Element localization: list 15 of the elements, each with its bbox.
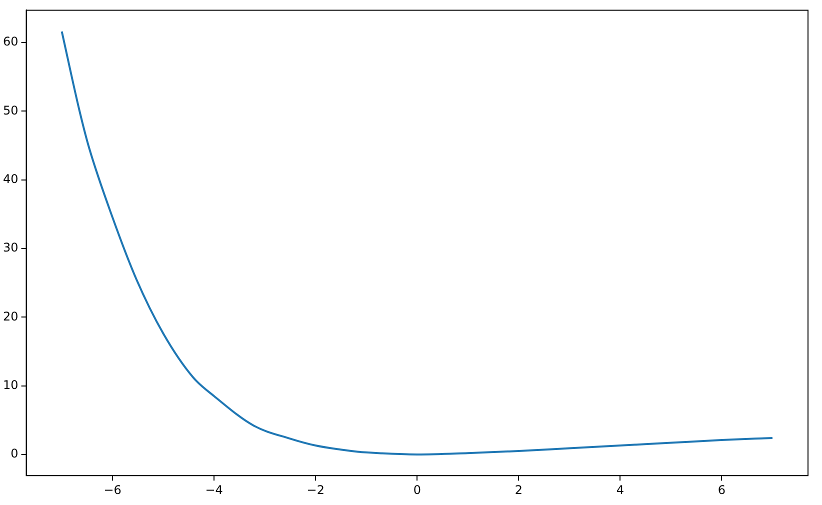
x-tick-label: 0 — [413, 482, 421, 497]
x-tick-label: −6 — [104, 482, 122, 497]
y-tick-label: 50 — [2, 103, 18, 118]
y-tick-label: 60 — [2, 34, 18, 49]
x-tick-label: 6 — [718, 482, 726, 497]
y-tick-label: 10 — [2, 378, 18, 392]
y-tick-label: 40 — [2, 172, 18, 186]
y-tick-label: 30 — [2, 240, 18, 255]
y-tick-label: 20 — [2, 309, 18, 324]
line-series — [60, 30, 774, 456]
x-tick-label: 2 — [514, 482, 522, 497]
y-tick-label: 0 — [10, 446, 18, 461]
x-tick-label: −4 — [205, 482, 223, 497]
x-tick-label: 4 — [616, 482, 624, 497]
x-tick-label: −2 — [306, 482, 324, 497]
